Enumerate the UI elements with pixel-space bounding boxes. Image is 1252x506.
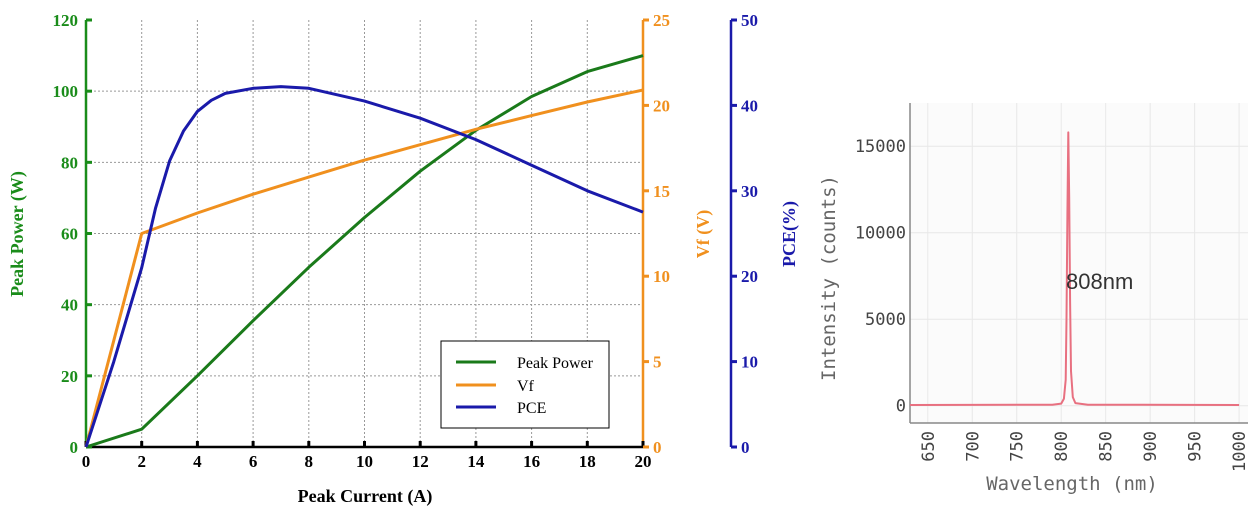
vf-tick-label: 0 (653, 438, 662, 457)
spectrum-y-tick-label: 5000 (865, 310, 906, 330)
vf-tick-label: 10 (653, 267, 670, 286)
pce-tick-label: 10 (741, 353, 758, 372)
spectrum-x-tick-label: 950 (1186, 431, 1206, 462)
electrical-chart: 0 2 4 6 8 10 12 14 16 18 2002040608010012005101520… (7, 11, 800, 506)
pce-tick-label: 40 (741, 96, 758, 115)
legend-label-vf: Vf (517, 378, 535, 395)
left-tick-label: 100 (53, 82, 79, 101)
pce-tick-label: 0 (741, 438, 750, 457)
series-line-vf (84, 88, 644, 448)
vf-tick-label: 20 (653, 96, 670, 115)
spectrum-x-tick-label: 750 (1008, 431, 1028, 462)
x-tick-label: 6 (249, 452, 258, 471)
x-tick-label: 10 (356, 452, 373, 471)
left-tick-label: 120 (53, 11, 79, 30)
left-tick-label: 20 (61, 367, 78, 386)
spectrum-y-tick-label: 0 (896, 397, 906, 417)
spectrum-x-tick-label: 650 (919, 431, 939, 462)
vf-tick-label: 25 (653, 11, 670, 30)
legend: Peak Power Vf PCE (440, 340, 610, 429)
axes: 0 2 4 6 8 10 12 14 16 18 2002040608010012005101520… (53, 11, 759, 471)
peak-annotation: 808nm (1066, 269, 1133, 294)
series-group (84, 54, 644, 449)
spectrum-x-tick-label: 700 (963, 431, 983, 462)
spectrum-y-tick-label: 10000 (855, 224, 906, 244)
x-tick-label: 12 (412, 452, 429, 471)
series-line-peak-power (85, 54, 644, 449)
legend-label-pce: PCE (517, 400, 546, 417)
pce-tick-label: 50 (741, 11, 758, 30)
x-tick-label: 18 (579, 452, 596, 471)
spectrum-x-axis-title: Wavelength (nm) (986, 473, 1158, 495)
vf-tick-label: 15 (653, 182, 670, 201)
spectrum-plot-area (910, 103, 1248, 423)
x-tick-label: 2 (137, 452, 146, 471)
x-tick-label: 8 (305, 452, 314, 471)
left-tick-label: 40 (61, 296, 78, 315)
vf-axis-title: Vf (V) (693, 210, 714, 258)
x-tick-label: 4 (193, 452, 202, 471)
x-tick-label: 0 (82, 452, 91, 471)
spectrum-x-tick-label: 850 (1097, 431, 1117, 462)
spectrum-x-tick-label: 1000 (1230, 431, 1250, 472)
x-tick-label: 14 (467, 452, 485, 471)
spectrum-line (909, 131, 1240, 406)
pce-tick-label: 20 (741, 267, 758, 286)
spectrum-series (909, 131, 1240, 406)
left-tick-label: 0 (70, 438, 79, 457)
left-tick-label: 60 (61, 225, 78, 244)
legend-label-peak-power: Peak Power (517, 355, 594, 372)
spectrum-x-tick-label: 900 (1141, 431, 1161, 462)
series-line-pce (84, 85, 644, 448)
spectrum-y-tick-label: 15000 (855, 137, 906, 157)
vf-tick-label: 5 (653, 353, 662, 372)
spectrum-chart: 650 700 750 800 850 900 950 1000050001000015000… (818, 103, 1250, 495)
left-axis-title: Peak Power (W) (7, 171, 28, 297)
spectrum-x-tick-label: 800 (1052, 431, 1072, 462)
x-axis-title: Peak Current (A) (298, 486, 433, 506)
x-tick-label: 20 (635, 452, 652, 471)
pce-tick-label: 30 (741, 182, 758, 201)
left-tick-label: 80 (61, 153, 78, 172)
spectrum-y-axis-title: Intensity (counts) (818, 175, 840, 381)
x-tick-label: 16 (523, 452, 540, 471)
pce-axis-title: PCE(%) (779, 201, 800, 267)
